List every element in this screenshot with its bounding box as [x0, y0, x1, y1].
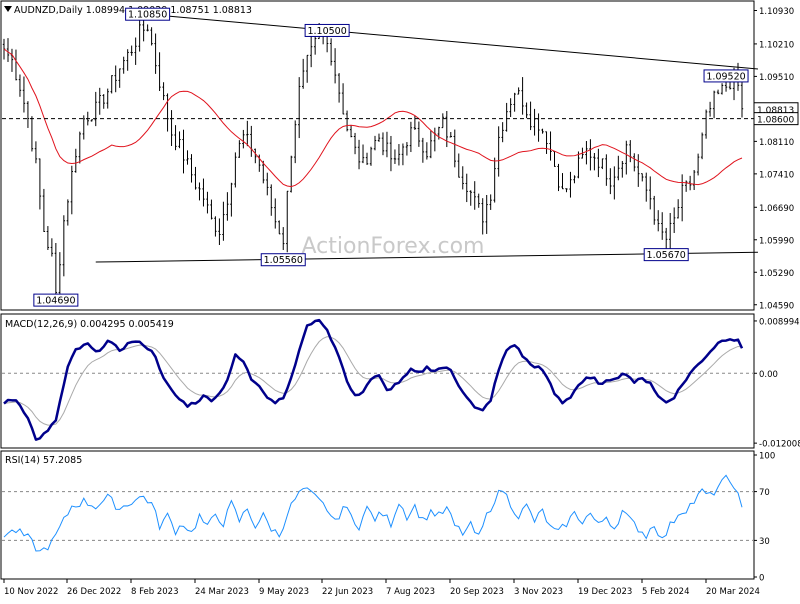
macd-y-tick-label: -0.012008 [759, 440, 800, 450]
price-y-tick-label: 1.04590 [759, 301, 794, 311]
price-y-tick-label: 1.09510 [759, 73, 794, 83]
rsi-layer [2, 474, 754, 552]
price-label-box [33, 293, 79, 307]
rsi-y-tick-label: 100 [759, 452, 775, 462]
price-y-tick-label: 1.07410 [759, 170, 794, 180]
macd-title: MACD(12,26,9) 0.004295 0.005419 [5, 319, 174, 330]
x-tick-label: 19 Dec 2023 [578, 587, 632, 597]
price-y-tick-label: 1.06690 [759, 204, 794, 214]
macd-panel-frame [0, 313, 755, 449]
rsi-line [3, 474, 743, 552]
rsi-panel-frame [0, 450, 755, 580]
x-tick-label: 26 Dec 2022 [67, 587, 121, 597]
level-label: 1.08600 [757, 116, 794, 126]
x-tick-label: 20 Mar 2024 [706, 587, 760, 597]
macd-line [3, 318, 744, 441]
price-panel-frame [0, 0, 755, 311]
price-label: 1.04690 [36, 296, 75, 307]
x-tick-label: 5 Feb 2024 [642, 587, 690, 597]
x-tick-label: 8 Feb 2023 [131, 587, 179, 597]
level-label: 1.08813 [757, 106, 794, 116]
rsi-y-tick-label: 70 [759, 488, 770, 498]
x-tick-label: 22 Jun 2023 [322, 587, 373, 597]
price-label-box [125, 7, 171, 21]
level-label-box [753, 112, 799, 126]
price-label-box [304, 23, 350, 37]
price-y-tick-label: 1.10210 [759, 40, 794, 50]
price-y-tick-label: 1.05290 [759, 269, 794, 279]
rsi-y-tick-label: 30 [759, 537, 770, 547]
dropdown-triangle-icon [4, 6, 12, 12]
price-y-tick-label: 1.10930 [759, 7, 794, 17]
rsi-title: RSI(14) 57.2085 [5, 455, 82, 466]
axis-layer: 1.10930 1.10210 1.09510 1.08110 1.07410 1.066… [3, 7, 800, 597]
rsi-y-tick-label: 0 [759, 574, 764, 584]
price-label-box [260, 253, 306, 267]
price-label: 1.09520 [706, 71, 745, 82]
x-tick-label: 9 May 2023 [259, 587, 309, 597]
price-label-box [643, 248, 689, 262]
x-tick-label: 20 Sep 2023 [450, 587, 504, 597]
x-tick-label: 10 Nov 2022 [4, 587, 58, 597]
x-tick-label: 3 Nov 2023 [514, 587, 563, 597]
moving-average-line [3, 48, 743, 188]
price-label-box [703, 69, 749, 83]
price-label: 1.05560 [264, 255, 303, 266]
macd-layer [2, 318, 754, 441]
price-label: 1.10850 [128, 10, 167, 21]
trendline [147, 13, 759, 70]
price-label: 1.10500 [307, 26, 346, 37]
macd-y-tick-label: 0.008994 [759, 317, 800, 327]
x-tick-label: 7 Aug 2023 [386, 587, 435, 597]
x-tick-label: 24 Mar 2023 [195, 587, 249, 597]
watermark-text: ActionForex.com [302, 234, 485, 259]
macd-y-tick-label: 0.00 [759, 370, 778, 380]
price-y-tick-label: 1.05990 [759, 236, 794, 246]
price-y-tick-label: 1.08110 [759, 138, 794, 148]
price-label: 1.05670 [647, 250, 686, 261]
